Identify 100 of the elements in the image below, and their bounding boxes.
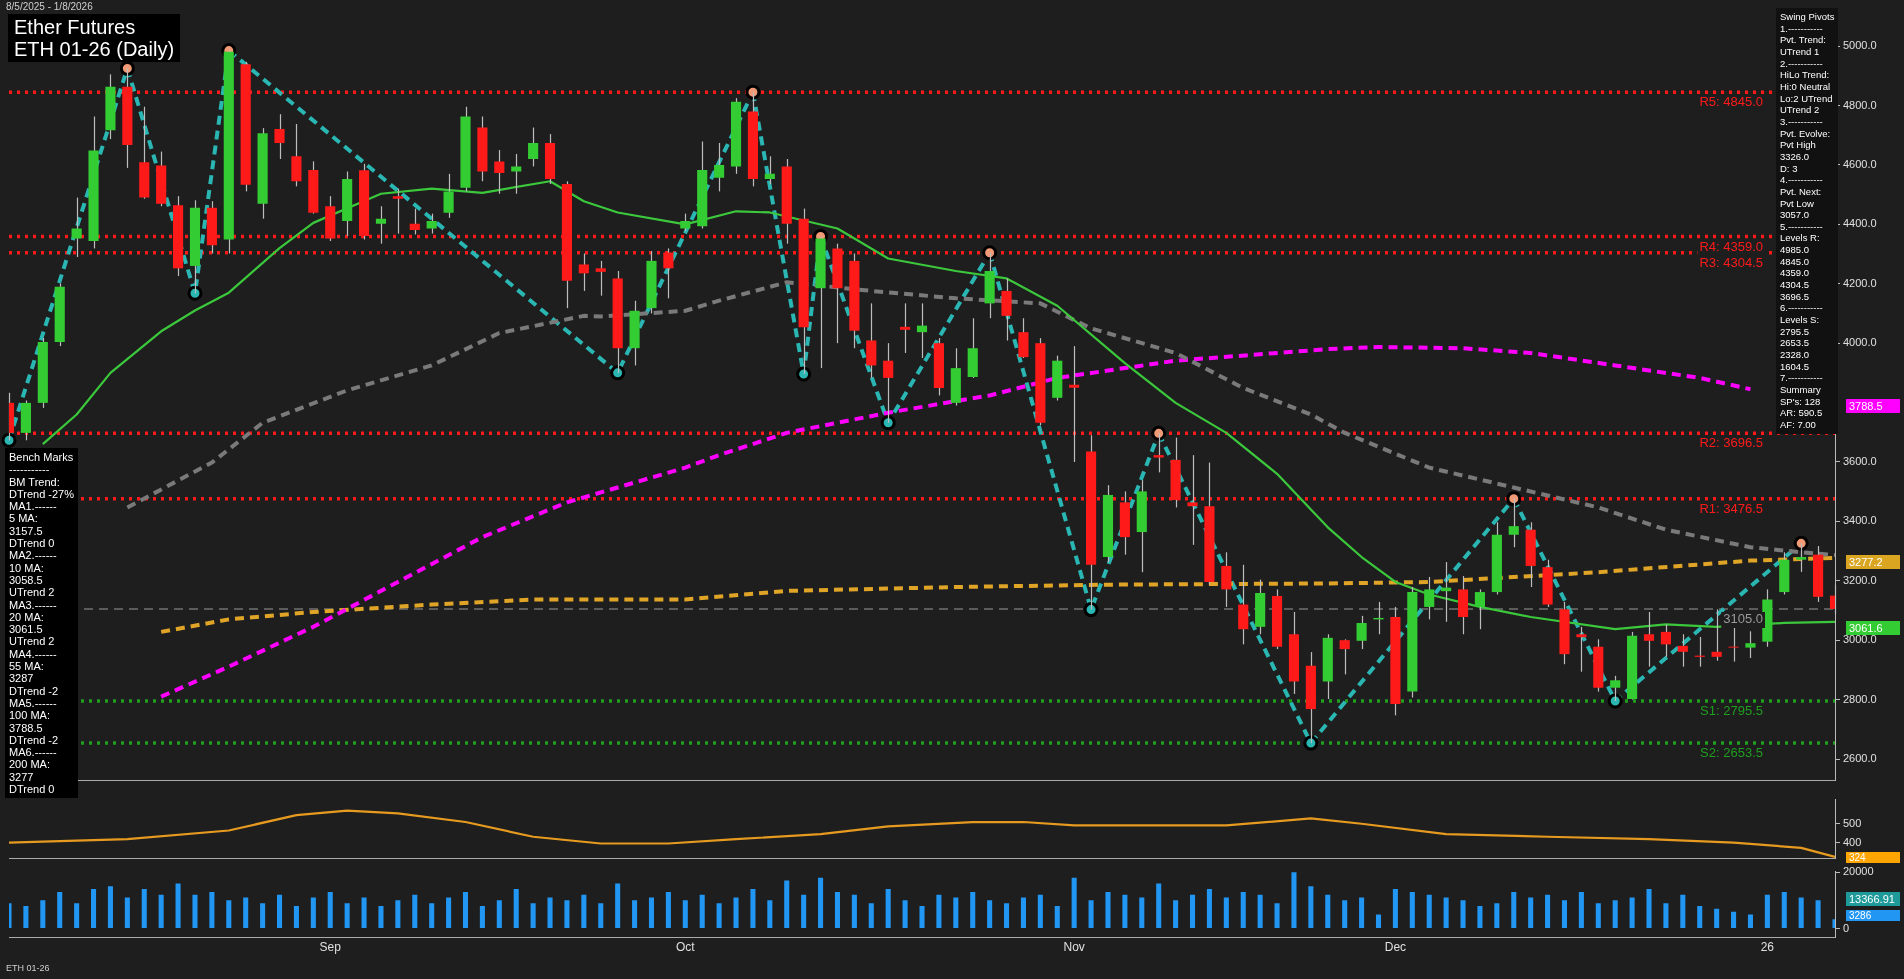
bar xyxy=(1105,891,1111,929)
bar xyxy=(378,905,384,929)
annotation: 8/5/2025 - 1/8/2026 xyxy=(6,1,93,13)
point xyxy=(982,245,998,261)
bar xyxy=(513,889,519,929)
bar xyxy=(1731,911,1737,929)
bar xyxy=(57,891,63,929)
bar xyxy=(479,905,485,929)
ref-line-label: R5: 4845.0 xyxy=(1699,94,1764,110)
candlestick xyxy=(1745,630,1756,659)
candlestick xyxy=(494,149,505,195)
bar xyxy=(1325,894,1331,929)
y-tick-label: 4400.0 xyxy=(1843,217,1877,230)
bar xyxy=(1122,894,1128,929)
y-tick-label: 2800.0 xyxy=(1843,692,1877,705)
candlestick xyxy=(528,126,539,168)
text: 3061.6 xyxy=(1846,621,1900,635)
bar xyxy=(1375,914,1382,929)
point xyxy=(1,432,17,448)
x-tick-label: Dec xyxy=(1384,939,1407,954)
text: 13366.91 xyxy=(1846,892,1900,906)
bar xyxy=(429,903,435,929)
point xyxy=(745,84,761,100)
y-tick-label: 2600.0 xyxy=(1843,752,1877,765)
bar xyxy=(682,900,688,929)
point xyxy=(119,60,135,76)
ref-line-label: R4: 4359.0 xyxy=(1699,238,1764,254)
y-tick-label: 4000.0 xyxy=(1843,336,1877,349)
point xyxy=(1793,535,1809,551)
bar xyxy=(1206,889,1212,929)
bar xyxy=(74,903,80,929)
bar xyxy=(1223,897,1229,929)
point xyxy=(880,415,896,431)
text: 3788.5 xyxy=(1849,400,1883,412)
bar xyxy=(124,897,130,929)
y-tick-label: 3400.0 xyxy=(1843,514,1877,527)
candlestick xyxy=(409,208,420,236)
y-tick-label: 500 xyxy=(1843,816,1862,829)
bar xyxy=(1037,894,1043,929)
ref-line-label: 3105.0 xyxy=(1723,611,1763,627)
bar xyxy=(1680,894,1686,929)
bar xyxy=(1764,894,1770,929)
bar xyxy=(1697,905,1703,929)
candlestick xyxy=(900,302,911,354)
bar xyxy=(1747,914,1753,929)
bar xyxy=(1257,894,1263,929)
ref-line-label: S1: 2795.5 xyxy=(1700,703,1763,719)
y-tick-label: 5000.0 xyxy=(1843,39,1877,52)
bar xyxy=(632,900,638,929)
text: ETH 01-26 xyxy=(6,963,50,974)
bar xyxy=(733,897,739,929)
x-tick-label: Nov xyxy=(1063,939,1085,954)
bar xyxy=(1545,894,1551,929)
bar xyxy=(412,894,418,929)
bar xyxy=(1612,900,1618,929)
bar xyxy=(243,897,249,929)
point xyxy=(796,366,812,382)
candlestick xyxy=(595,260,606,297)
bar xyxy=(1071,877,1077,929)
bar xyxy=(446,897,452,929)
bar xyxy=(564,900,570,929)
bar xyxy=(107,886,113,929)
y-tick-label: 400 xyxy=(1843,835,1862,848)
candlestick xyxy=(1356,615,1367,650)
candlestick xyxy=(426,213,437,235)
bar xyxy=(598,903,604,929)
bar xyxy=(1088,900,1094,929)
ref-line-label: R3: 4304.5 xyxy=(1699,254,1764,270)
candlestick xyxy=(1660,623,1671,658)
text: 3277.2 xyxy=(1846,555,1900,569)
y-tick-label: 20000 xyxy=(1843,865,1874,878)
bar xyxy=(1156,883,1162,929)
bar xyxy=(462,891,469,929)
y-tick-label: 3000.0 xyxy=(1843,633,1877,646)
bar xyxy=(395,900,401,929)
x-tick-label: Sep xyxy=(319,939,342,954)
bar xyxy=(767,900,773,929)
bar xyxy=(1714,908,1720,929)
y-tick-label: 4800.0 xyxy=(1843,98,1877,111)
bar xyxy=(648,897,655,929)
y-tick-label: 4600.0 xyxy=(1843,157,1877,170)
candlestick xyxy=(916,302,928,359)
annotation: 3788.5 xyxy=(9,721,43,734)
chart-title: Ether Futures xyxy=(14,16,137,38)
bar xyxy=(1020,897,1026,929)
x-tick-label: Oct xyxy=(675,939,696,954)
bar xyxy=(260,903,266,929)
bar xyxy=(158,894,164,929)
candlestick xyxy=(714,142,725,192)
candlestick xyxy=(1643,611,1655,668)
bar xyxy=(1528,897,1534,929)
bar xyxy=(1342,900,1348,929)
bar xyxy=(1477,905,1483,929)
bar xyxy=(276,894,283,929)
bar xyxy=(1798,897,1804,929)
bar xyxy=(175,883,181,929)
bar xyxy=(23,905,29,929)
bar xyxy=(1781,891,1787,929)
bar xyxy=(1409,891,1415,929)
x-tick-label: 26 xyxy=(1760,939,1775,954)
